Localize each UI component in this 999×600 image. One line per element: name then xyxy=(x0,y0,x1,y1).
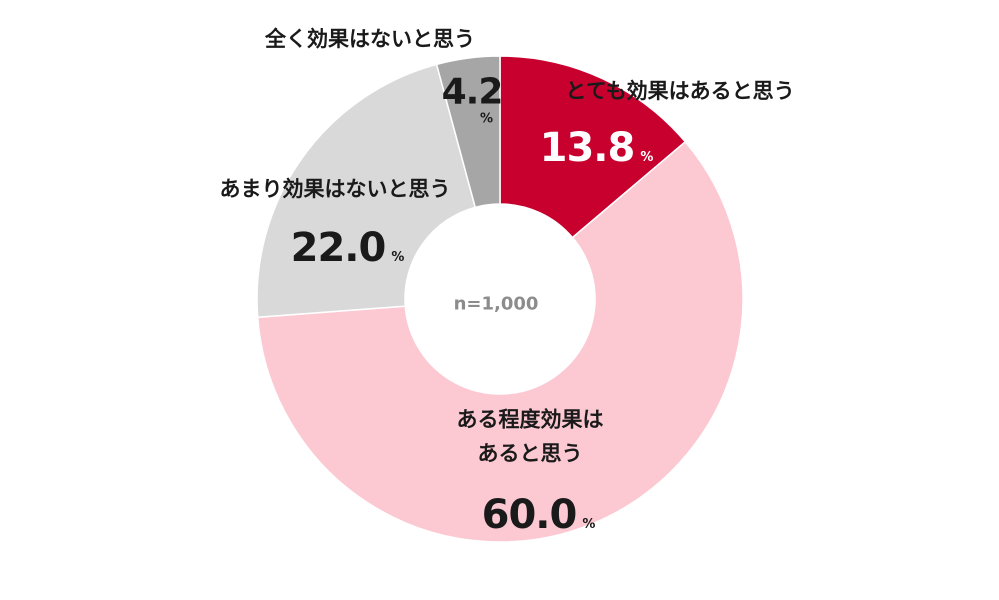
unit-label: % xyxy=(391,250,404,265)
value-label-group: 4.2% xyxy=(441,71,504,127)
category-label: 全く効果はないと思う xyxy=(265,27,475,52)
unit-label: % xyxy=(479,111,493,127)
donut-slice xyxy=(256,140,744,543)
category-label: あまり効果はないと思う xyxy=(219,177,451,202)
value-label: 22.0 xyxy=(290,225,387,271)
category-label: ある程度効果はあると思う xyxy=(456,407,604,465)
donut-slice xyxy=(435,55,501,209)
unit-label: % xyxy=(640,150,653,165)
category-label: とても効果はあると思う xyxy=(565,79,795,104)
center-label: n=1,000 xyxy=(453,293,539,315)
value-label: 4.2 xyxy=(441,71,504,113)
value-label-group: 22.0% xyxy=(290,216,405,280)
value-label-group: 13.8% xyxy=(539,116,654,180)
value-label: 60.0 xyxy=(481,492,578,538)
value-label: 13.8 xyxy=(539,125,636,171)
donut-slice xyxy=(499,55,687,239)
unit-label: % xyxy=(582,517,595,532)
donut-slice xyxy=(256,63,477,319)
value-label-group: 60.0% xyxy=(481,483,596,547)
